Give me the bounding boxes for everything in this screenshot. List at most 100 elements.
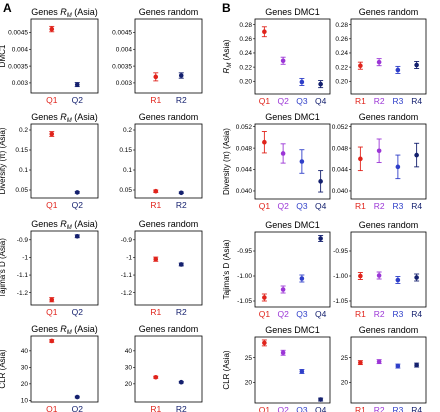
y-tick-label: -0.95 xyxy=(237,248,252,255)
plot-frame xyxy=(254,18,331,95)
x-tick-label: R3 xyxy=(392,201,403,211)
x-tick-label: Q3 xyxy=(296,405,308,412)
plot-frame xyxy=(350,231,427,308)
y-tick-label: -1 xyxy=(126,255,132,262)
data-point xyxy=(49,26,55,32)
subplot-title: Genes random xyxy=(139,7,199,17)
data-point xyxy=(299,276,305,281)
y-tick-label: 20 xyxy=(21,381,29,388)
x-tick-label: Q1 xyxy=(46,404,58,412)
data-point xyxy=(74,190,80,195)
plot-frame xyxy=(134,123,203,199)
plot-frame xyxy=(134,230,203,306)
plot-frame xyxy=(254,336,331,404)
y-tick-label: -1.2 xyxy=(121,290,133,297)
data-point xyxy=(178,262,184,267)
data-point xyxy=(376,359,382,364)
x-tick-label: Q2 xyxy=(72,200,84,210)
panel-label-b: B xyxy=(222,1,231,15)
x-tick-label: Q1 xyxy=(46,95,58,105)
y-tick-label: 0.22 xyxy=(335,64,348,71)
subplots: Genes RM (Asia) DMC1 0.003 0.0035 0.004 0.004… xyxy=(0,7,427,412)
subplot-15: Genes DMC1 CLR (Asia) 20 25 Q1 Q2 Q3 Q4 xyxy=(222,325,331,412)
y-tick-label: 0.0035 xyxy=(8,63,28,70)
subplot-title: Genes DMC1 xyxy=(265,325,320,335)
data-point xyxy=(414,62,419,68)
y-tick-label: 0.052 xyxy=(236,124,253,131)
y-tick-label: 0.044 xyxy=(236,167,253,174)
subplot-12: Genes random 0.040 0.044 0.048 0.052 R1 R2 R3 R4 xyxy=(332,112,427,211)
x-tick-label: Q2 xyxy=(72,307,84,317)
data-point xyxy=(358,360,363,365)
subplot-6: Genes random -1.2 -1.1 -1 -0.9 R1 R2 xyxy=(121,219,203,317)
x-tick-label: R1 xyxy=(150,95,161,105)
data-point xyxy=(358,156,363,162)
y-tick-label: 0.15 xyxy=(119,147,132,154)
data-point xyxy=(318,179,323,184)
plot-frame xyxy=(134,18,203,94)
subplot-9: Genes DMC1 RM (Asia) 0.20 0.22 0.24 0.26 0.28 Q… xyxy=(222,7,331,106)
plot-frame xyxy=(134,335,203,403)
subplot-7: Genes RM (Asia) CLR (Asia) 10 20 30 40 Q1 Q2 xyxy=(0,324,99,412)
data-point xyxy=(153,188,159,194)
y-tick-label: -1.00 xyxy=(333,273,348,280)
x-tick-label: Q3 xyxy=(296,309,308,319)
y-tick-label: 0.1 xyxy=(19,167,28,174)
x-tick-label: R1 xyxy=(355,309,366,319)
data-point xyxy=(395,363,401,369)
plot-frame xyxy=(30,18,99,94)
y-tick-label: -1.00 xyxy=(237,273,252,280)
y-tick-label: 0.052 xyxy=(332,124,349,131)
data-point xyxy=(376,59,382,65)
x-tick-label: Q1 xyxy=(46,307,58,317)
data-point xyxy=(358,63,363,68)
data-point xyxy=(262,139,267,145)
subplot-11: Genes DMC1 Diversity (π) (Asia) 0.040 0.044… xyxy=(222,112,331,211)
data-point xyxy=(178,73,184,78)
y-tick-label: 30 xyxy=(125,365,133,372)
data-point xyxy=(262,340,267,346)
plot-frame xyxy=(30,230,99,306)
subplot-title: Genes RM (Asia) xyxy=(31,7,98,19)
y-tick-label: -0.9 xyxy=(17,237,29,244)
y-tick-label: 0.24 xyxy=(335,50,348,57)
data-point xyxy=(414,152,419,158)
x-tick-label: Q1 xyxy=(259,405,271,412)
y-tick-label: 0.26 xyxy=(335,36,348,43)
subplot-10: Genes random 0.20 0.22 0.24 0.26 0.28 R1 R2 R3 R4 xyxy=(335,7,427,106)
y-tick-label: 0.05 xyxy=(15,187,28,194)
data-point xyxy=(74,233,80,239)
data-point xyxy=(49,131,55,137)
data-point xyxy=(280,58,286,64)
x-tick-label: Q4 xyxy=(315,201,327,211)
x-tick-label: Q1 xyxy=(259,96,271,106)
y-tick-label: -1.2 xyxy=(17,290,29,297)
plot-frame xyxy=(30,123,99,199)
y-tick-label: -0.9 xyxy=(121,237,133,244)
y-tick-label: 0.048 xyxy=(236,145,253,152)
y-tick-label: 10 xyxy=(21,398,29,405)
data-point xyxy=(376,273,382,278)
plot-frame xyxy=(254,231,331,308)
x-tick-label: Q1 xyxy=(259,309,271,319)
y-tick-label: 20 xyxy=(245,380,253,387)
data-point xyxy=(74,82,80,87)
subplot-14: Genes random -1.05 -1.00 -0.95 R1 R2 R3 R4 xyxy=(333,220,427,319)
data-point xyxy=(49,338,55,344)
data-point xyxy=(178,190,184,196)
data-point xyxy=(395,277,401,283)
x-tick-label: R4 xyxy=(411,201,422,211)
x-tick-label: R3 xyxy=(392,96,403,106)
data-point xyxy=(178,379,184,385)
y-axis-label: RM (Asia) xyxy=(222,39,233,73)
subplot-5: Genes RM (Asia) Tajima's D (Asia) -1.2 -1.1… xyxy=(0,219,99,317)
data-point xyxy=(376,148,382,154)
x-tick-label: R2 xyxy=(176,307,187,317)
y-tick-label: 0.0045 xyxy=(112,30,132,37)
plot-frame xyxy=(350,123,427,200)
x-tick-label: Q4 xyxy=(315,96,327,106)
y-tick-label: 25 xyxy=(245,355,253,362)
data-point xyxy=(299,79,305,85)
y-tick-label: 20 xyxy=(341,380,349,387)
x-tick-label: R2 xyxy=(176,200,187,210)
